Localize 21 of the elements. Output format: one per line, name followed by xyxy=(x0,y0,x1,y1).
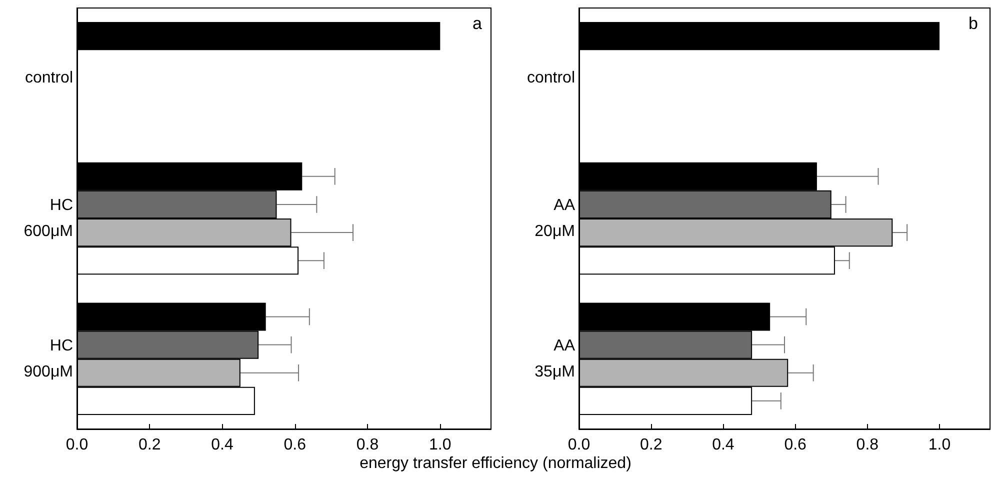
y-tick-label: control xyxy=(24,70,73,87)
x-tick-label: 0.8 xyxy=(856,436,879,454)
x-tick-label: 0.2 xyxy=(138,436,161,454)
x-tick-label: 0.2 xyxy=(640,436,662,454)
x-tick-label: 1.0 xyxy=(928,436,951,454)
x-axis-title: energy transfer efficiency (normalized) xyxy=(358,455,632,473)
y-tick-label: AA 20μM xyxy=(534,197,576,240)
x-tick-label: 0.6 xyxy=(784,436,807,454)
chart-title: a xyxy=(472,14,483,33)
x-tick-label: 0.8 xyxy=(356,436,379,454)
y-tick-label: HC 900μM xyxy=(24,337,73,380)
x-tick-label: 1.0 xyxy=(429,436,452,454)
x-tick-label: 0.0 xyxy=(568,436,590,454)
y-tick-label: HC 600μM xyxy=(24,197,73,240)
x-tick-label: 0.0 xyxy=(66,436,88,454)
y-tick-label: control xyxy=(526,70,575,87)
y-tick-label: AA 35μM xyxy=(534,337,576,380)
x-tick-label: 0.4 xyxy=(712,436,734,454)
x-tick-label: 0.6 xyxy=(284,436,306,454)
x-tick-label: 0.4 xyxy=(211,436,234,454)
chart-title: b xyxy=(968,14,978,33)
